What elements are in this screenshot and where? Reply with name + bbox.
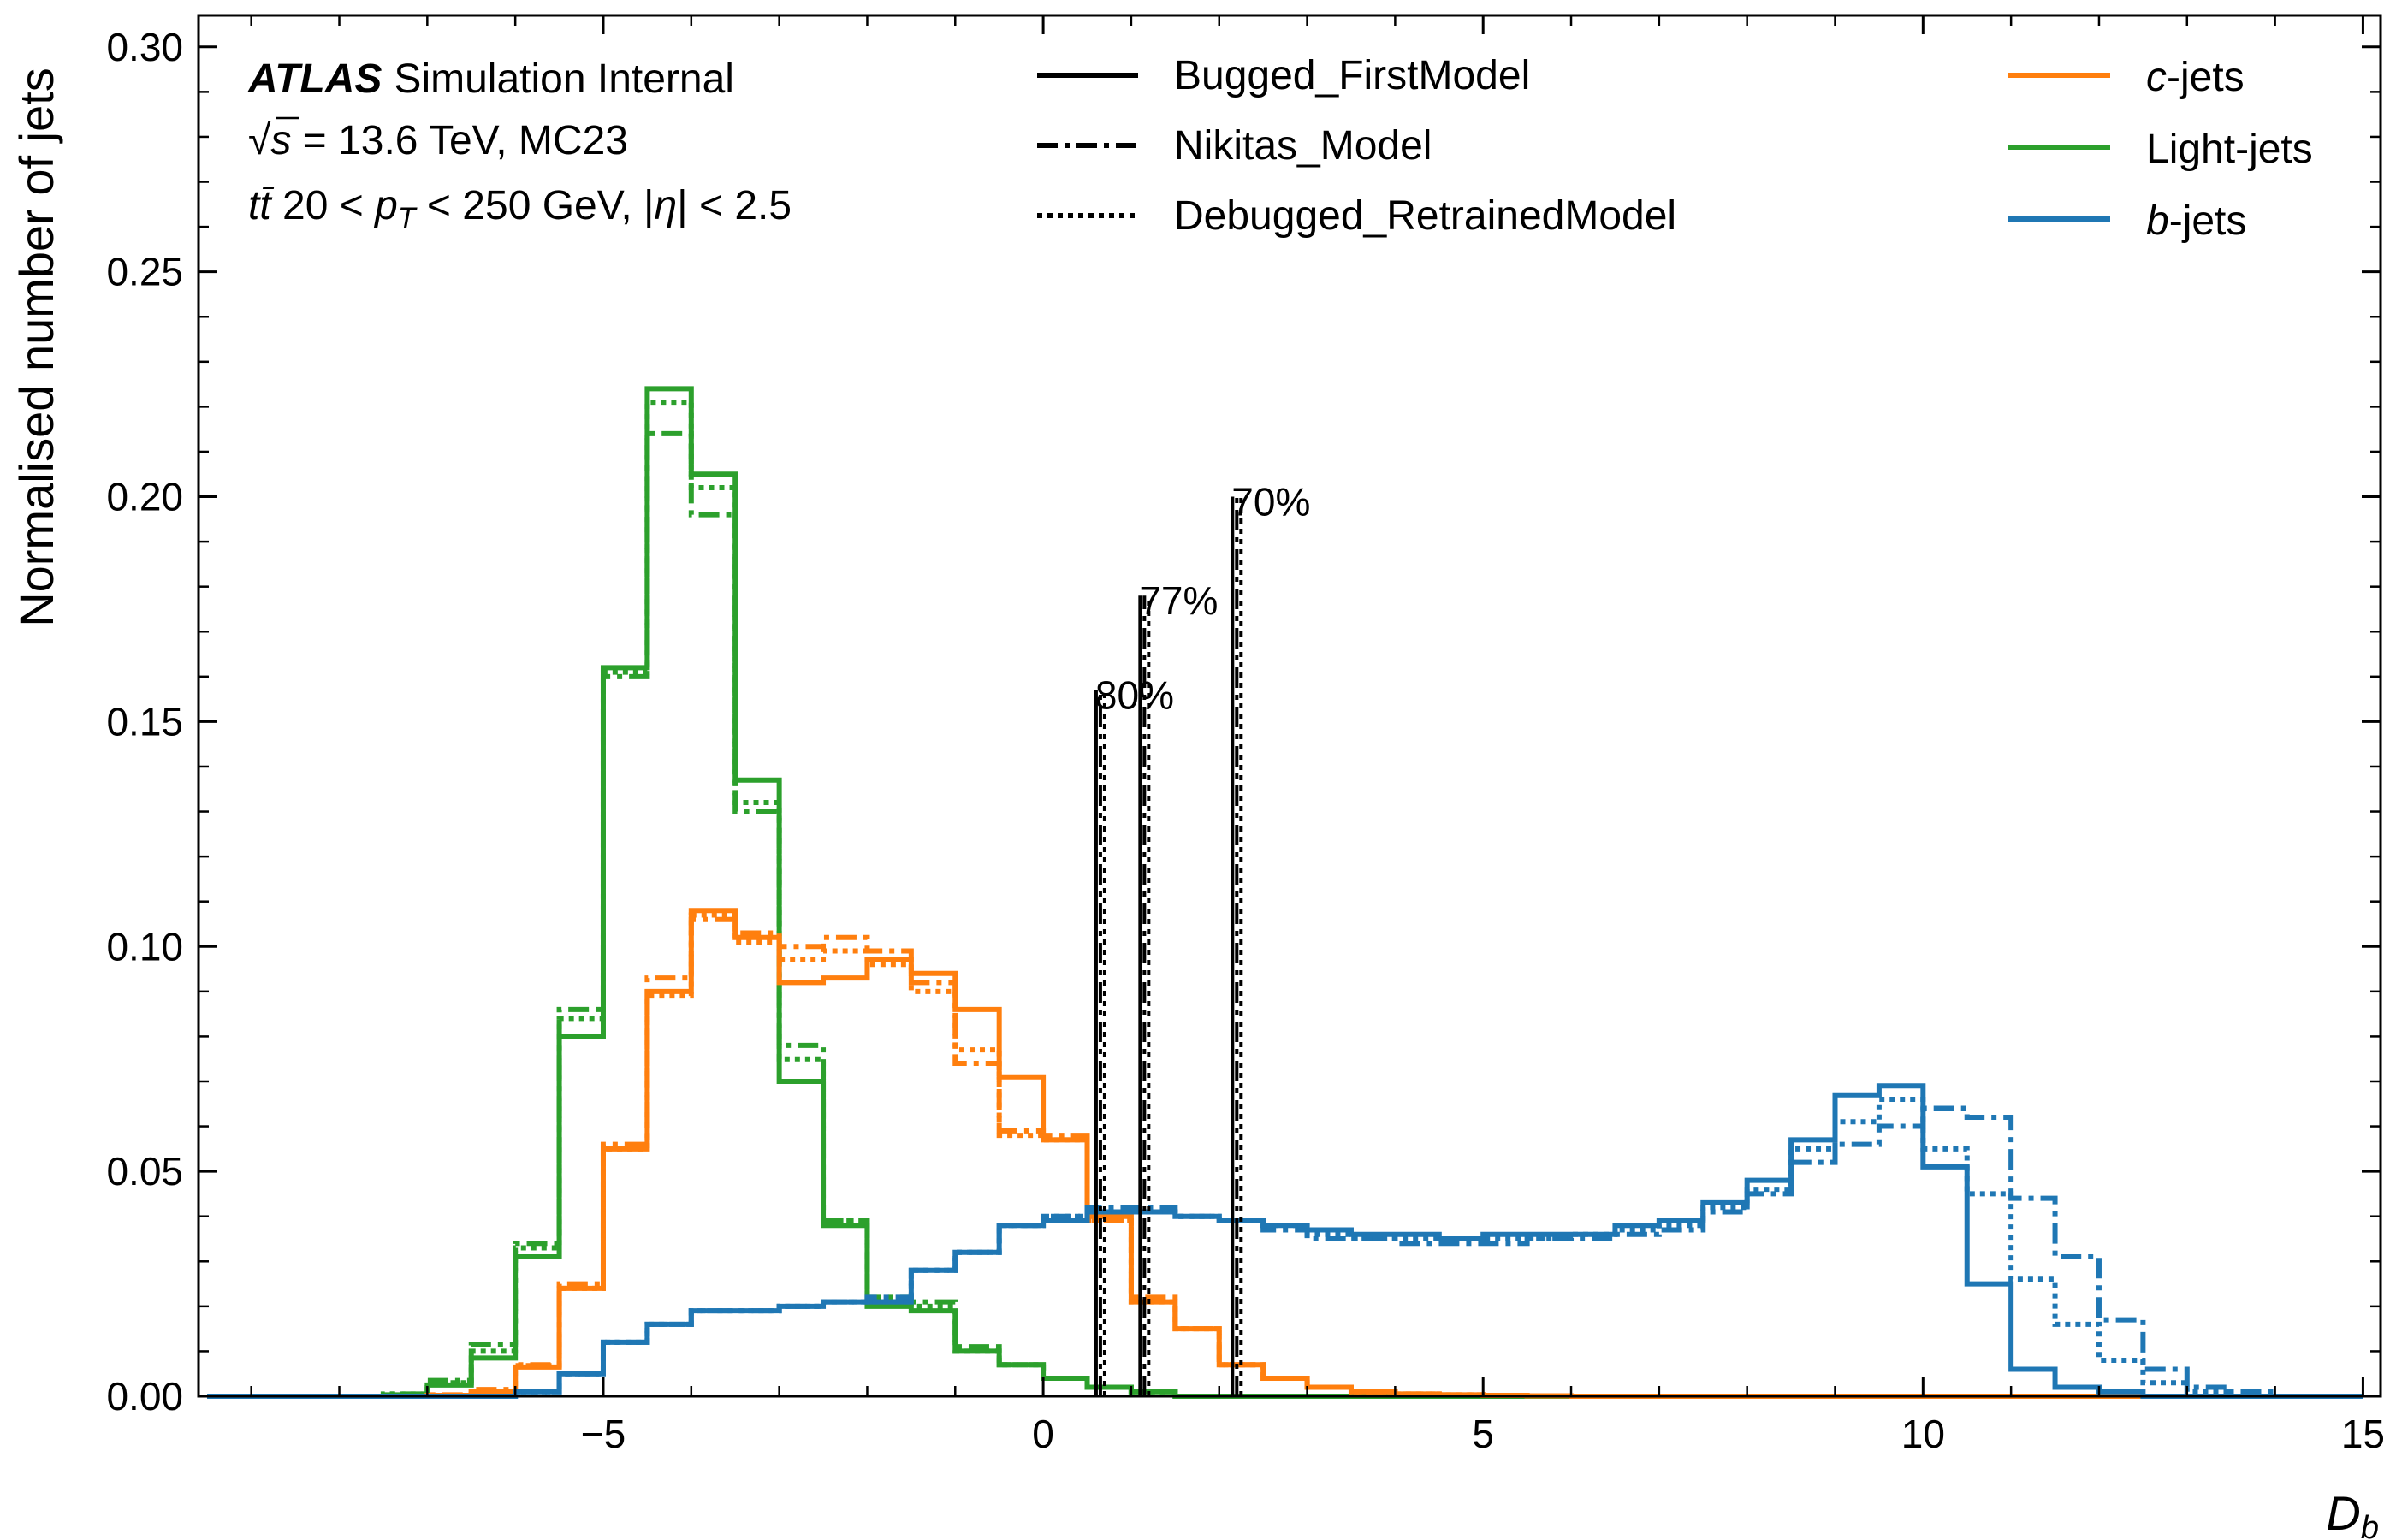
- atlas-energy-line: √s = 13.6 TeV, MC23: [248, 118, 628, 163]
- x-tick-label: 0: [1032, 1412, 1054, 1456]
- hist-light-debugged-retrainedmodel: [207, 400, 2363, 1399]
- x-tick-label: 15: [2341, 1412, 2385, 1456]
- y-tick-label: 0.05: [106, 1149, 183, 1194]
- wp-label-80: 80%: [1095, 673, 1174, 718]
- x-axis-label: Db: [2326, 1486, 2379, 1540]
- x-tick-label: −5: [581, 1412, 626, 1456]
- legend-label-b-jets: b-jets: [2146, 198, 2246, 244]
- hist-c-nikitas-model: [207, 916, 2363, 1399]
- hist-light-nikitas-model: [207, 430, 2363, 1399]
- hist-c-debugged-retrainedmodel: [207, 912, 2363, 1399]
- histograms: [207, 386, 2363, 1399]
- y-tick-label: 0.15: [106, 699, 183, 743]
- x-tick-label: 5: [1472, 1412, 1494, 1456]
- legend-label-debugged: Debugged_RetrainedModel: [1174, 193, 1676, 239]
- y-tick-label: 0.00: [106, 1374, 183, 1419]
- tick-labels: −5 0 5 10 15 0.00 0.05 0.10 0.15 0.20 0.25 0.30: [106, 25, 2385, 1456]
- atlas-selection-line: tt̄ 20 < pT < 250 GeV, |η| < 2.5: [248, 183, 792, 234]
- y-tick-label: 0.25: [106, 250, 183, 294]
- legend-label-nikitas: Nikitas_Model: [1174, 123, 1432, 169]
- wp-label-70: 70%: [1231, 480, 1310, 524]
- flavour-legend: c-jets Light-jets b-jets: [2008, 55, 2313, 244]
- hist-b-debugged-retrainedmodel: [207, 1097, 2363, 1399]
- y-tick-label: 0.30: [106, 25, 183, 69]
- hist-c-bugged-firstmodel: [207, 908, 2363, 1399]
- x-tick-label: 10: [1901, 1412, 1945, 1456]
- atlas-label: ATLAS Simulation Internal √s = 13.6 TeV, …: [247, 56, 792, 234]
- legend-label-c-jets: c-jets: [2146, 55, 2245, 100]
- plot-frame: [197, 14, 2382, 1398]
- hist-b-nikitas-model: [207, 1105, 2363, 1399]
- axis-ticks: [199, 15, 2381, 1398]
- working-point-lines: 80% 77% 70%: [1094, 480, 1310, 1396]
- y-tick-label: 0.10: [106, 924, 183, 968]
- model-legend: Bugged_FirstModel Nikitas_Model Debugged…: [1037, 53, 1676, 239]
- legend-label-light-jets: Light-jets: [2146, 127, 2313, 172]
- wp-label-77: 77%: [1139, 578, 1218, 623]
- atlas-title: ATLAS Simulation Internal: [247, 56, 734, 102]
- y-axis-label: Normalised number of jets: [9, 68, 63, 627]
- legend-label-bugged: Bugged_FirstModel: [1174, 53, 1530, 98]
- y-tick-label: 0.20: [106, 475, 183, 519]
